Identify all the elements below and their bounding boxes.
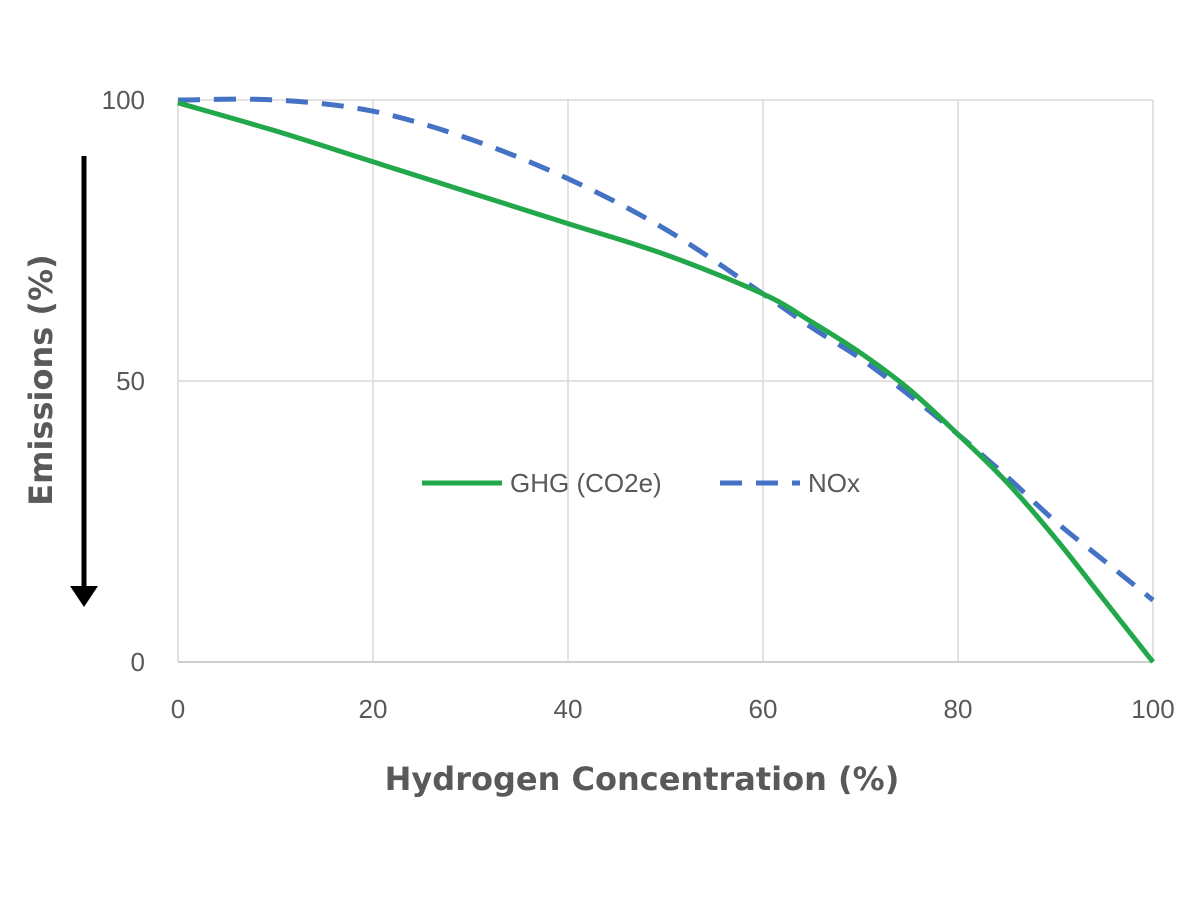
y-tick-label-0: 0 [131,647,145,677]
x-tick-label-20: 20 [359,694,388,724]
grid [177,99,1154,663]
y-axis-arrow [70,156,98,607]
series-layer [177,96,1155,664]
x-tick-label-0: 0 [171,694,185,724]
series-line-ghg [177,100,1155,664]
x-axis-title: Hydrogen Concentration (%) [385,760,900,798]
x-tick-label-60: 60 [749,694,778,724]
legend-label-nox: NOx [808,468,860,498]
legend: GHG (CO2e) NOx [422,468,860,498]
y-axis-title: Emissions (%) [22,254,60,506]
x-tick-label-80: 80 [944,694,973,724]
x-tick-label-40: 40 [554,694,583,724]
y-tick-label-100: 100 [102,85,145,115]
x-tick-label-100: 100 [1131,694,1174,724]
y-tick-label-50: 50 [116,366,145,396]
series-line-nox [177,96,1155,603]
legend-label-ghg: GHG (CO2e) [510,468,662,498]
y-tick-labels: 0 50 100 [102,85,145,677]
x-tick-labels: 0 20 40 60 80 100 [171,694,1175,724]
